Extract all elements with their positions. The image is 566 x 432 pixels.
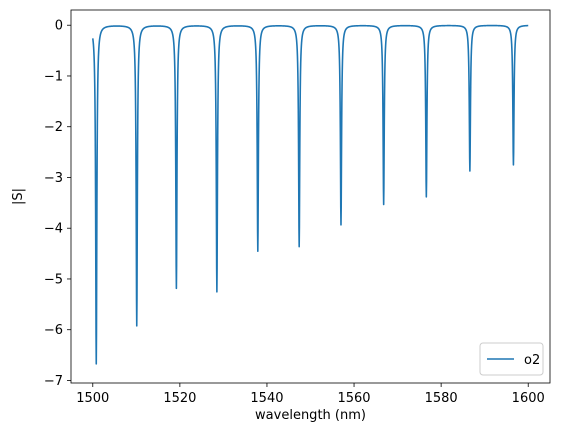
x-tick-label: 1600 <box>512 391 545 406</box>
x-tick-label: 1540 <box>250 391 283 406</box>
x-tick-label: 1500 <box>76 391 109 406</box>
legend-label-o2: o2 <box>524 353 540 368</box>
x-axis-label: wavelength (nm) <box>255 408 366 423</box>
x-tick-label: 1560 <box>337 391 370 406</box>
y-axis-ticks: 0 −1 −2 −3 −4 −5 −6 −7 <box>44 19 71 389</box>
y-tick-label: −4 <box>44 222 63 237</box>
y-tick-label: −6 <box>44 323 63 338</box>
y-axis-label: |S| <box>11 188 26 205</box>
axes-frame <box>70 9 551 384</box>
x-tick-label: 1580 <box>425 391 458 406</box>
x-tick-label: 1520 <box>163 391 196 406</box>
series-line-o2 <box>91 24 529 365</box>
y-tick-label: −1 <box>44 69 63 84</box>
y-tick-label: −5 <box>44 272 63 287</box>
y-tick-label: 0 <box>55 19 63 34</box>
legend: o2 <box>479 342 544 376</box>
y-tick-label: −7 <box>44 374 63 389</box>
y-tick-label: −2 <box>44 120 63 135</box>
x-axis-ticks: 1500 1520 1540 1560 1580 1600 <box>76 383 545 406</box>
y-tick-label: −3 <box>44 171 63 186</box>
plot-area <box>91 24 529 365</box>
